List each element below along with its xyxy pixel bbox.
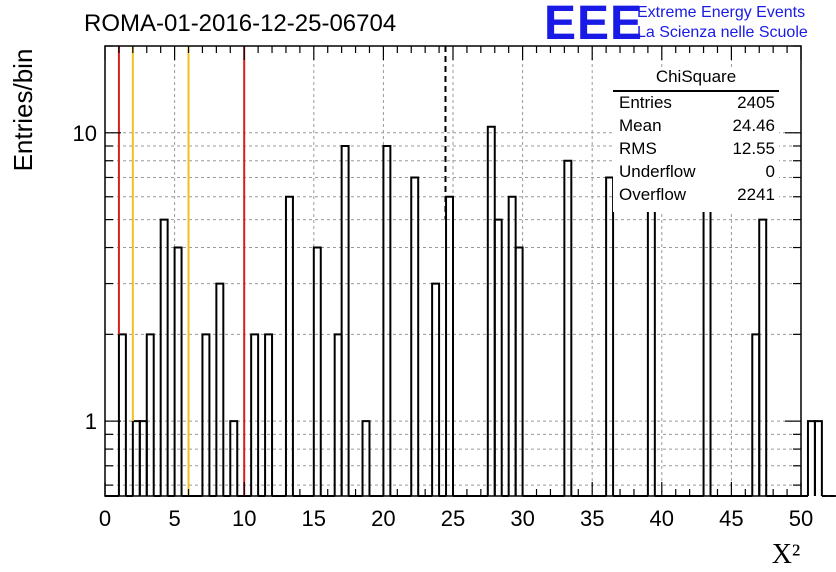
stat-row-underflow: Underflow 0 bbox=[619, 162, 775, 184]
stat-value: 0 bbox=[765, 162, 775, 181]
x-tick-label: 40 bbox=[650, 506, 674, 531]
stat-row-rms: RMS 12.55 bbox=[619, 139, 775, 161]
histogram-bar bbox=[382, 144, 392, 496]
histogram-bar bbox=[514, 246, 524, 496]
histogram-bar bbox=[145, 333, 155, 496]
x-tick-label: 5 bbox=[168, 506, 180, 531]
histogram-bar bbox=[159, 218, 169, 496]
chart-title: ROMA-01-2016-12-25-06704 bbox=[84, 10, 397, 37]
histogram-bar bbox=[264, 333, 274, 496]
stat-row-mean: Mean 24.46 bbox=[619, 116, 775, 138]
eee-tagline-2: La Scienza nelle Scuole bbox=[637, 24, 808, 41]
stat-value: 12.55 bbox=[732, 139, 775, 158]
stat-label: Entries bbox=[619, 93, 672, 112]
stat-label: Mean bbox=[619, 116, 662, 135]
x-tick-label: 25 bbox=[441, 506, 465, 531]
x-tick-label: 50 bbox=[789, 506, 813, 531]
axis-ticks bbox=[104, 45, 802, 496]
histogram-bar bbox=[806, 420, 816, 496]
stat-label: Overflow bbox=[619, 185, 687, 204]
histogram-bar bbox=[702, 176, 712, 496]
histogram-bar bbox=[813, 420, 823, 496]
stat-value: 2405 bbox=[737, 93, 775, 112]
histogram-bar bbox=[117, 333, 127, 496]
histogram-bar bbox=[563, 159, 573, 496]
eee-logo: EEE bbox=[544, 0, 644, 50]
histogram-bar bbox=[312, 246, 322, 496]
stats-title: ChiSquare bbox=[655, 67, 737, 86]
stat-label: Underflow bbox=[619, 162, 696, 181]
histogram-bar bbox=[173, 246, 183, 496]
stats-divider bbox=[613, 90, 779, 92]
y-axis-label: Entries/bin bbox=[8, 49, 38, 172]
stat-row-entries: Entries 2405 bbox=[619, 93, 775, 115]
x-tick-label: 15 bbox=[302, 506, 326, 531]
stat-value: 24.46 bbox=[732, 116, 775, 135]
histogram-bar bbox=[751, 333, 761, 496]
y-tick-label: 10 bbox=[73, 121, 97, 146]
x-tick-label: 45 bbox=[719, 506, 743, 531]
x-tick-label: 20 bbox=[371, 506, 395, 531]
x-axis-label: X² bbox=[772, 539, 801, 570]
histogram-bar bbox=[201, 333, 211, 496]
histogram-bar bbox=[493, 218, 503, 496]
stat-value: 2241 bbox=[737, 185, 775, 204]
x-tick-label: 35 bbox=[580, 506, 604, 531]
tick-labels: 0 5 10 15 20 25 30 35 40 45 50 1 10 bbox=[73, 121, 814, 531]
histogram-bar bbox=[431, 282, 441, 496]
marker-lines bbox=[117, 46, 447, 496]
histogram-bar bbox=[361, 420, 371, 496]
histogram-bar bbox=[486, 125, 496, 496]
x-tick-label: 0 bbox=[99, 506, 111, 531]
histogram-bar bbox=[333, 333, 343, 496]
y-tick-label: 1 bbox=[85, 409, 97, 434]
histogram-bar bbox=[758, 218, 768, 496]
histogram-bar bbox=[605, 176, 615, 496]
histogram-bar bbox=[340, 144, 350, 496]
histogram-bar bbox=[250, 333, 260, 496]
histogram-bar bbox=[215, 282, 225, 496]
histogram-bar bbox=[284, 195, 294, 496]
eee-tagline-1: Extreme Energy Events bbox=[637, 4, 806, 21]
x-tick-label: 10 bbox=[232, 506, 256, 531]
histogram-bar bbox=[646, 176, 656, 496]
histogram-bar bbox=[507, 195, 517, 496]
stats-box: ChiSquare Entries 2405 Mean 24.46 RMS 12… bbox=[613, 67, 779, 212]
stat-row-overflow: Overflow 2241 bbox=[619, 185, 775, 207]
histogram-bar bbox=[445, 195, 454, 496]
histogram-bar bbox=[229, 420, 239, 496]
stat-label: RMS bbox=[619, 139, 657, 158]
x-tick-label: 30 bbox=[510, 506, 534, 531]
histogram-bar bbox=[410, 176, 420, 496]
